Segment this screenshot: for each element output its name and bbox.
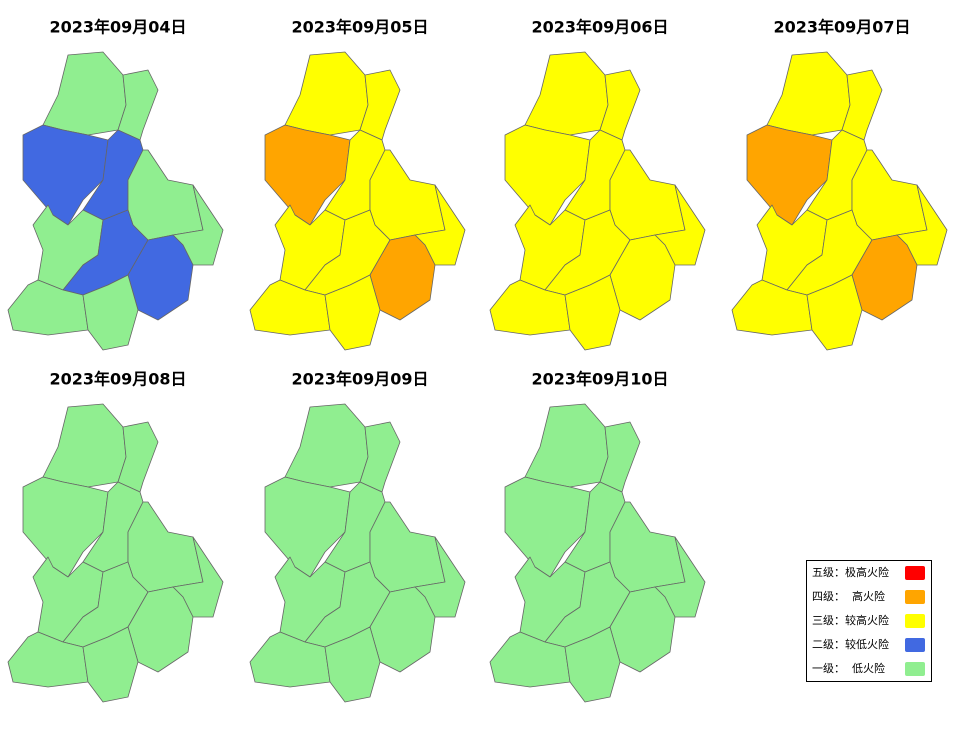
- region: [524, 51, 609, 136]
- legend-label: 二级：较低火险: [812, 637, 889, 651]
- region: [609, 149, 686, 241]
- region: [609, 501, 686, 593]
- map-title: 2023年09月09日: [291, 370, 428, 389]
- legend-swatch: [905, 614, 925, 628]
- region: [369, 501, 446, 593]
- legend-swatch: [905, 662, 925, 676]
- map: [489, 403, 706, 703]
- region: [7, 631, 89, 688]
- region: [489, 631, 571, 688]
- region: [359, 69, 401, 141]
- region: [489, 279, 571, 336]
- legend-swatch: [905, 590, 925, 604]
- region: [564, 626, 621, 703]
- region: [731, 279, 813, 336]
- legend-label: 一级： 低火险: [812, 661, 885, 675]
- map: [7, 403, 224, 703]
- map: [249, 51, 466, 351]
- region: [284, 403, 369, 488]
- region: [42, 51, 127, 136]
- region: [524, 403, 609, 488]
- legend-label: 三级：较高火险: [812, 613, 889, 627]
- region: [284, 51, 369, 136]
- map-title: 2023年09月06日: [531, 18, 668, 37]
- map-title: 2023年09月05日: [291, 18, 428, 37]
- region: [359, 421, 401, 493]
- map: [489, 51, 706, 351]
- map: [731, 51, 948, 351]
- region: [82, 274, 139, 351]
- region: [564, 274, 621, 351]
- region: [599, 69, 641, 141]
- legend-swatch: [905, 638, 925, 652]
- region: [117, 69, 159, 141]
- region: [324, 626, 381, 703]
- map-title: 2023年09月08日: [49, 370, 186, 389]
- region: [127, 149, 204, 241]
- region: [249, 631, 331, 688]
- region: [766, 51, 851, 136]
- region: [127, 501, 204, 593]
- legend-swatch: [905, 566, 925, 580]
- region: [42, 403, 127, 488]
- region: [249, 279, 331, 336]
- region: [841, 69, 883, 141]
- map-title: 2023年09月04日: [49, 18, 186, 37]
- region: [599, 421, 641, 493]
- region: [369, 149, 446, 241]
- region: [117, 421, 159, 493]
- legend-label: 五级：极高火险: [812, 565, 889, 579]
- region: [806, 274, 863, 351]
- map: [7, 51, 224, 351]
- map-title: 2023年09月10日: [531, 370, 668, 389]
- map-title: 2023年09月07日: [773, 18, 910, 37]
- region: [82, 626, 139, 703]
- region: [324, 274, 381, 351]
- region: [851, 149, 928, 241]
- map: [249, 403, 466, 703]
- legend-label: 四级： 高火险: [812, 589, 885, 603]
- region: [7, 279, 89, 336]
